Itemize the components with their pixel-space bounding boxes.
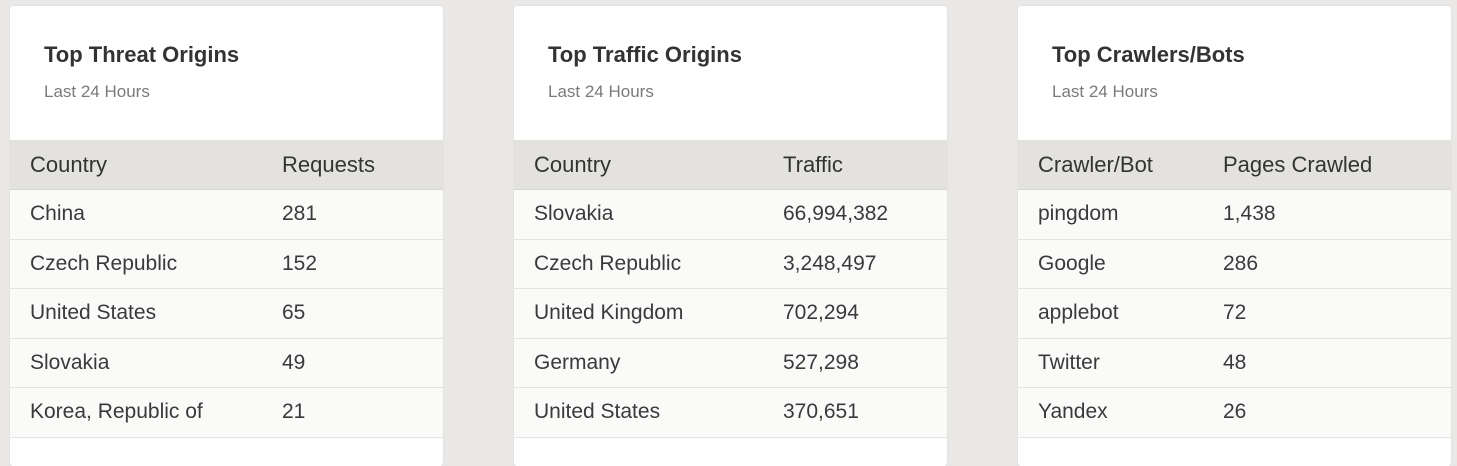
name-cell: Czech Republic [534,251,682,275]
table-header: Crawler/Bot Pages Crawled [1018,140,1451,190]
column-header: Crawler/Bot [1038,151,1153,177]
name-cell: Twitter [1038,350,1100,374]
value-cell: 702,294 [783,301,859,325]
name-cell: China [30,202,85,226]
card: Top Threat Origins Last 24 Hours Country Re… [10,6,443,466]
table-row: Czech Republic 3,248,497 [514,239,947,289]
table-row: Slovakia 66,994,382 [514,190,947,240]
column-header: Requests [282,151,375,177]
table-row: United States 65 [10,289,443,339]
name-cell: pingdom [1038,202,1119,226]
card-title: Top Crawlers/Bots [1052,42,1245,67]
name-cell: Yandex [1038,400,1108,424]
table-row: Slovakia 49 [10,338,443,388]
value-cell: 49 [282,350,306,374]
card-title: Top Threat Origins [44,42,240,67]
value-cell: 65 [282,301,306,325]
value-cell: 152 [282,251,318,275]
value-cell: 281 [282,202,318,226]
card-header: Top Crawlers/Bots Last 24 Hours [1018,6,1451,140]
value-cell: 370,651 [783,400,859,424]
value-cell: 48 [1223,350,1247,374]
table-row: Yandex 26 [1018,388,1451,438]
card: Top Traffic Origins Last 24 Hours Country T… [514,6,947,466]
card: Top Crawlers/Bots Last 24 Hours Crawler/Bo… [1018,6,1451,466]
value-cell: 66,994,382 [783,202,889,226]
name-cell: applebot [1038,301,1119,325]
value-cell: 527,298 [783,350,859,374]
card-header: Top Threat Origins Last 24 Hours [10,6,443,140]
value-cell: 1,438 [1223,202,1276,226]
name-cell: United Kingdom [534,301,684,325]
table-header: Country Traffic [514,140,947,190]
table-header: Country Requests [10,140,443,190]
table-row: Korea, Republic of 21 [10,388,443,438]
column-header: Country [534,151,612,177]
table-row: United Kingdom 702,294 [514,289,947,339]
column-header: Pages Crawled [1223,151,1373,177]
table-row: United States 370,651 [514,388,947,438]
column-header: Traffic [783,151,843,177]
table-row: Google 286 [1018,239,1451,289]
card-header: Top Traffic Origins Last 24 Hours [514,6,947,140]
card-subtitle: Last 24 Hours [1052,82,1158,101]
page: Top Threat Origins Last 24 Hours Country Re… [10,6,1451,466]
name-cell: Google [1038,251,1106,275]
value-cell: 26 [1223,400,1247,424]
table-row: applebot 72 [1018,289,1451,339]
card-title: Top Traffic Origins [548,42,742,67]
name-cell: Germany [534,350,621,374]
table-row: pingdom 1,438 [1018,190,1451,240]
name-cell: United States [534,400,661,424]
card-subtitle: Last 24 Hours [548,82,654,101]
name-cell: Slovakia [534,202,614,226]
table-row: Twitter 48 [1018,338,1451,388]
value-cell: 21 [282,400,306,424]
value-cell: 3,248,497 [783,251,877,275]
column-header: Country [30,151,108,177]
name-cell: Czech Republic [30,251,178,275]
value-cell: 72 [1223,301,1247,325]
table-row: Germany 527,298 [514,338,947,388]
table-row: Czech Republic 152 [10,239,443,289]
name-cell: Slovakia [30,350,110,374]
card-subtitle: Last 24 Hours [44,82,150,101]
value-cell: 286 [1223,251,1259,275]
name-cell: Korea, Republic of [30,400,203,424]
table-row: China 281 [10,190,443,240]
name-cell: United States [30,301,157,325]
